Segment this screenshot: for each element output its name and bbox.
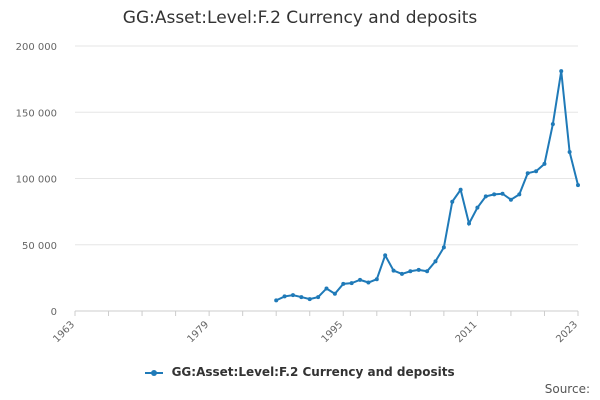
data-point[interactable]	[458, 187, 463, 192]
data-point[interactable]	[316, 295, 321, 300]
data-point[interactable]	[341, 281, 346, 286]
series-group	[274, 69, 580, 303]
data-point[interactable]	[332, 291, 337, 296]
gridlines	[75, 45, 578, 312]
data-point[interactable]	[500, 191, 505, 196]
data-point[interactable]	[274, 298, 279, 303]
data-point[interactable]	[290, 293, 295, 298]
data-point[interactable]	[525, 171, 530, 176]
data-point[interactable]	[408, 269, 413, 274]
y-tick-label: 100 000	[16, 175, 57, 186]
data-point[interactable]	[383, 253, 388, 258]
data-point[interactable]	[282, 294, 287, 299]
data-point[interactable]	[483, 194, 488, 199]
chart-title: GG:Asset:Level:F.2 Currency and deposits	[122, 8, 478, 28]
data-point[interactable]	[399, 271, 404, 276]
data-point[interactable]	[324, 286, 329, 291]
x-tick-label: 1979	[185, 319, 211, 345]
series-line	[275, 71, 579, 302]
y-axis-ticks: 0 50 000 100 000 150 000 200 000	[16, 42, 57, 318]
x-axis-ticks: 1963 1979 1995 2011 2023	[51, 311, 580, 345]
data-point[interactable]	[475, 205, 480, 210]
data-point[interactable]	[433, 259, 438, 264]
data-point[interactable]	[307, 297, 312, 302]
data-point[interactable]	[534, 169, 539, 174]
source-label: Source:	[544, 382, 590, 396]
y-tick-label: 50 000	[22, 241, 57, 252]
y-tick-label: 200 000	[16, 42, 57, 53]
data-point[interactable]	[299, 295, 304, 300]
data-point[interactable]	[467, 221, 472, 226]
data-point[interactable]	[374, 277, 379, 282]
x-tick-label: 1995	[320, 319, 346, 345]
x-tick-label: 2011	[454, 319, 480, 345]
legend[interactable]: GG:Asset:Level:F.2 Currency and deposits	[0, 365, 600, 379]
data-point[interactable]	[567, 150, 572, 154]
x-tick-label: 1963	[51, 319, 77, 345]
data-point[interactable]	[391, 268, 396, 273]
legend-label: GG:Asset:Level:F.2 Currency and deposits	[171, 365, 455, 379]
data-point[interactable]	[550, 122, 555, 127]
data-point[interactable]	[576, 183, 580, 188]
data-point[interactable]	[559, 69, 564, 74]
data-point[interactable]	[492, 192, 497, 197]
data-point[interactable]	[358, 277, 363, 282]
y-tick-label: 0	[51, 307, 57, 318]
data-point[interactable]	[542, 161, 547, 166]
data-point[interactable]	[366, 280, 371, 285]
data-point[interactable]	[349, 281, 354, 286]
data-point[interactable]	[425, 269, 430, 274]
y-tick-label: 150 000	[16, 108, 57, 119]
data-point[interactable]	[517, 192, 522, 197]
data-point[interactable]	[508, 197, 513, 202]
data-point[interactable]	[416, 267, 421, 272]
x-tick-label: 2023	[554, 319, 580, 345]
data-point[interactable]	[450, 199, 455, 204]
data-point[interactable]	[441, 245, 446, 250]
legend-marker-icon	[145, 369, 164, 376]
